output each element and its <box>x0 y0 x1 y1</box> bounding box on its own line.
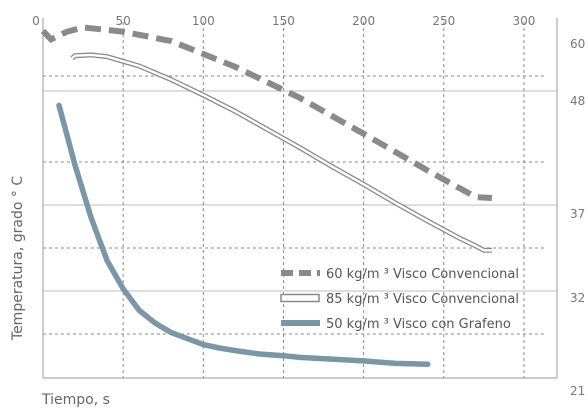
y-tick-label: 21 <box>570 384 585 398</box>
series-line-85-visco-inner <box>71 53 492 252</box>
y-axis-title: Temperatura, grado ° C <box>10 176 26 341</box>
x-tick-label: 150 <box>272 14 295 28</box>
chart-grid <box>42 18 558 379</box>
x-tick-label: 50 <box>116 14 131 28</box>
legend-label: 50 kg/m ³ Visco con Grafeno <box>326 317 511 332</box>
x-tick-label: 250 <box>432 14 455 28</box>
series-line-60-visco <box>40 24 493 201</box>
legend-label: 85 kg/m ³ Visco Convencional <box>326 292 519 307</box>
chart-ticks: 0 50 100 150 200 250 300 60 48 37 32 21 <box>32 14 585 398</box>
y-tick-label: 48 <box>570 94 585 108</box>
series-line-50-grafeno <box>56 102 431 368</box>
chart-series <box>40 24 493 368</box>
legend-swatch-85-visco <box>280 293 320 303</box>
chart-legend: 60 kg/m ³ Visco Convencional 85 kg/m ³ Vi… <box>280 267 519 332</box>
y-tick-label: 37 <box>570 207 585 221</box>
x-tick-label: 100 <box>192 14 215 28</box>
x-tick-label: 200 <box>352 14 375 28</box>
legend-label: 60 kg/m ³ Visco Convencional <box>326 267 519 282</box>
y-tick-label: 32 <box>570 291 585 305</box>
y-tick-label: 60 <box>570 37 585 51</box>
x-tick-label: 300 <box>512 14 535 28</box>
x-axis-title: Tiempo, s <box>41 392 110 408</box>
x-tick-label: 0 <box>32 14 40 28</box>
